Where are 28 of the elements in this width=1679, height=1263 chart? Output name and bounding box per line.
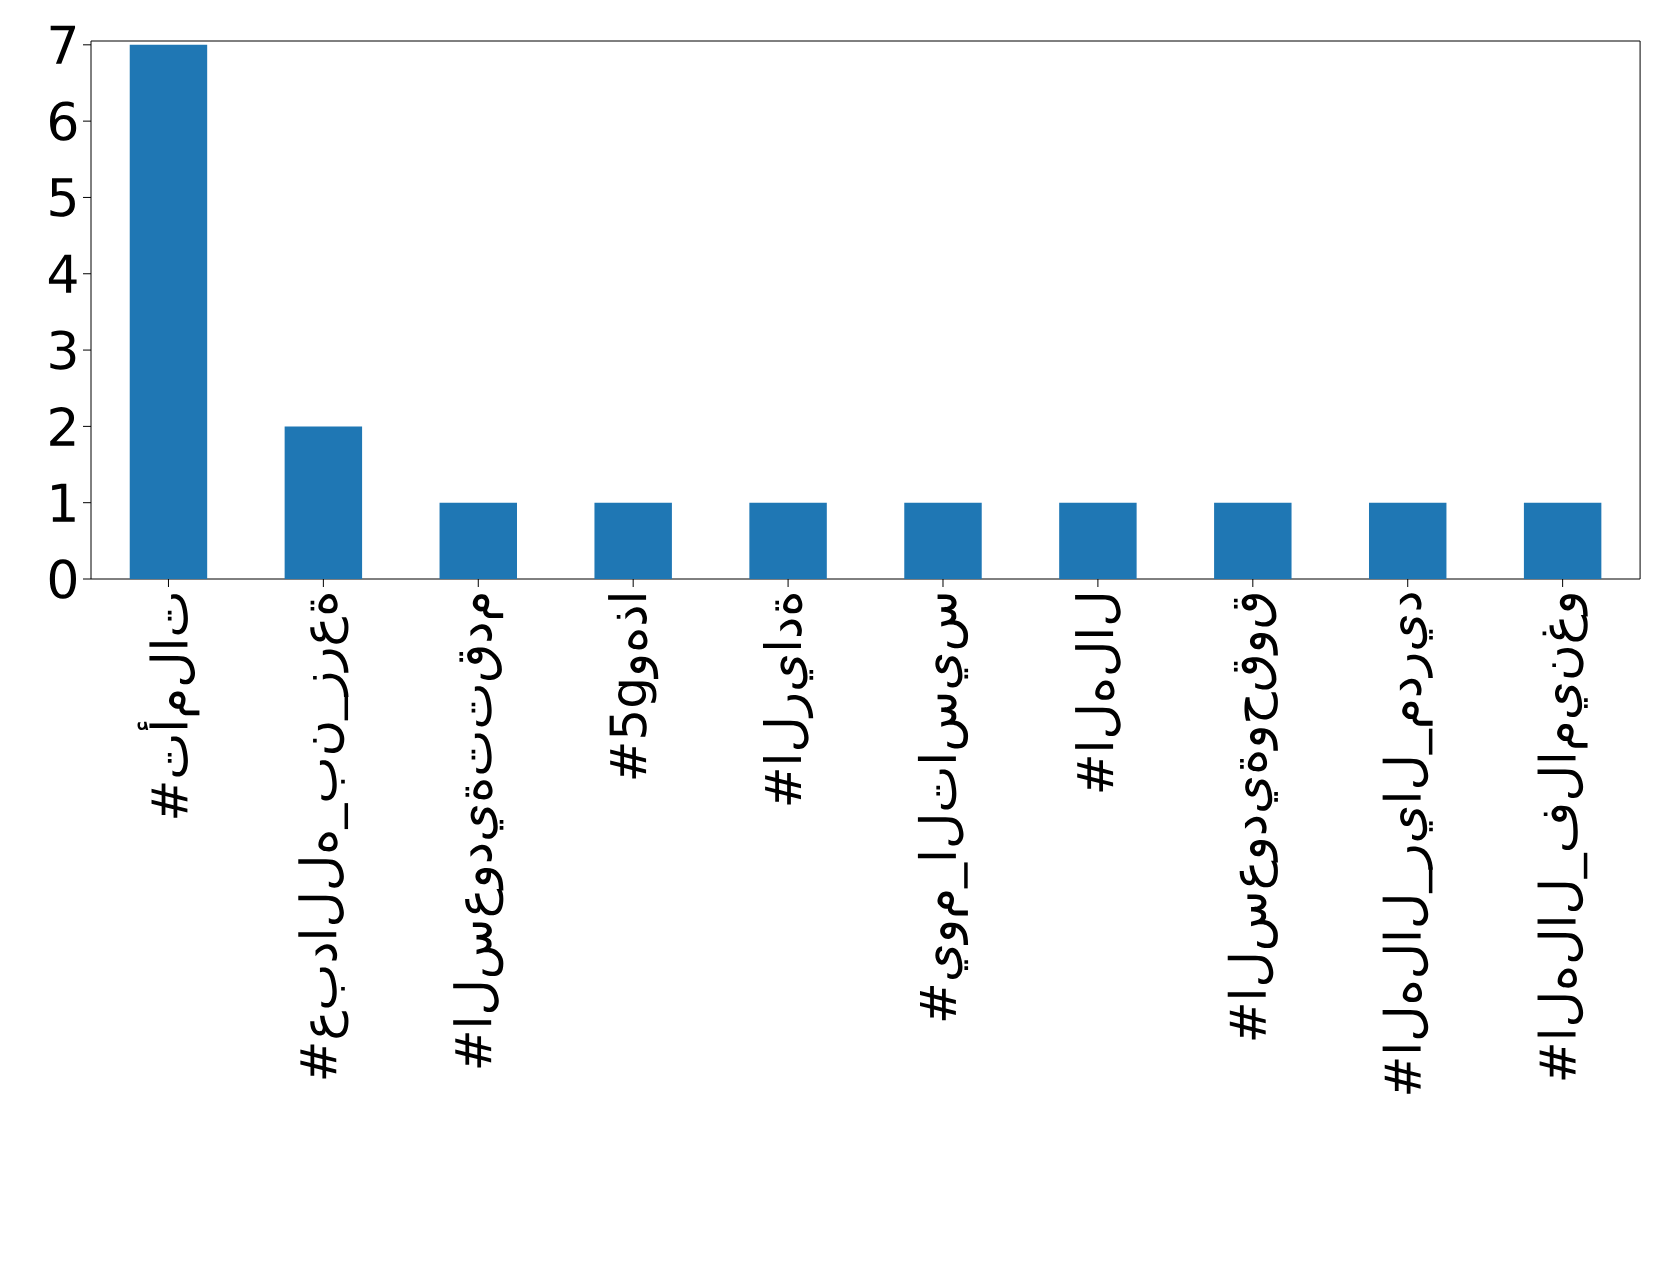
x-tick-label: #تأملات — [137, 594, 200, 818]
y-tick-label: 2 — [50, 407, 75, 446]
x-tick-label: #الهلال — [1075, 594, 1121, 792]
x-tick-label: #يوم_التاسيس — [917, 594, 969, 1021]
bar — [439, 502, 517, 580]
bar — [284, 426, 363, 580]
y-tick-label: 3 — [50, 330, 76, 370]
bar — [1523, 502, 1602, 580]
bar — [594, 502, 672, 580]
x-tick-label: #الهلال_فلامينغو — [1537, 594, 1588, 1080]
bar — [129, 44, 208, 580]
x-tick-label: #الريادة — [762, 594, 814, 805]
bar — [904, 502, 982, 580]
y-tick-label: 1 — [52, 483, 75, 522]
y-tick-label: 6 — [50, 101, 77, 141]
bar — [1059, 502, 1137, 580]
x-tick-label: #السعوديةتتقدم — [453, 594, 504, 1068]
y-tick-label: 5 — [50, 178, 75, 217]
bar — [749, 502, 827, 580]
x-tick-label: #السعوديةوحقوق — [1227, 594, 1278, 1040]
bar — [1214, 502, 1292, 580]
x-tick-label: #عبدالله_بن_زرعة — [298, 594, 349, 1079]
x-tick-label: #5gوهذا — [608, 595, 659, 779]
x-tick-label: #الهلال_ريال_مدريد — [1382, 593, 1433, 1094]
y-tick-label: 4 — [48, 254, 77, 293]
y-tick-label: 7 — [50, 25, 76, 64]
bar — [1368, 502, 1447, 580]
y-tick-label: 0 — [49, 559, 77, 599]
